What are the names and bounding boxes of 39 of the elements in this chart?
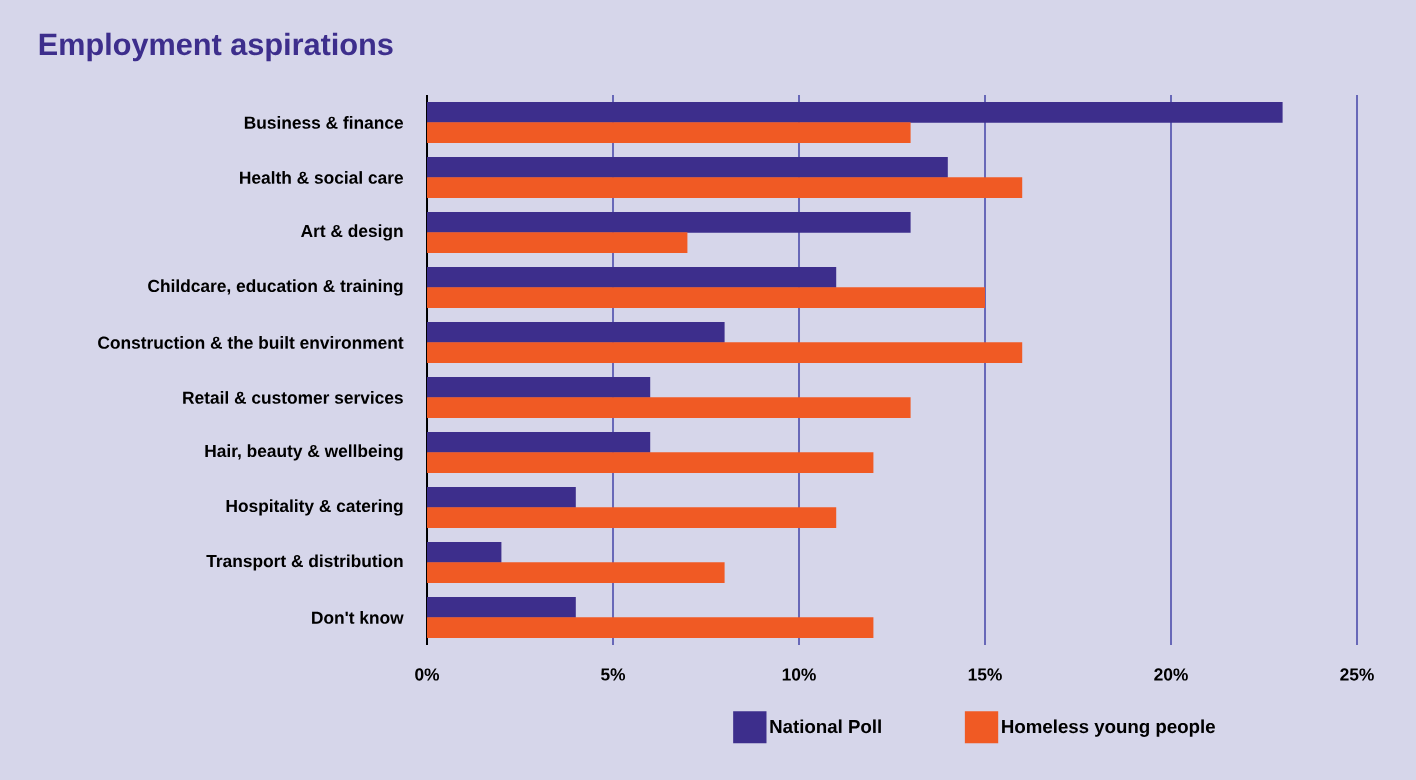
- bar: [427, 156, 948, 178]
- bar: [427, 452, 874, 474]
- y-tick-label: Transport & distribution: [206, 554, 403, 571]
- y-tick-label: Childcare, education & training: [148, 279, 403, 296]
- bar: [427, 342, 1023, 364]
- x-tick-label: 0%: [415, 668, 440, 681]
- bar: [427, 321, 725, 343]
- y-tick-label: Don't know: [312, 611, 404, 624]
- chart-title: Employment aspirations: [39, 32, 393, 62]
- bar: [427, 177, 1023, 199]
- y-tick-label: Hair, beauty & wellbeing: [205, 444, 403, 461]
- bar: [427, 541, 502, 563]
- bar: [427, 287, 986, 309]
- y-tick-label: Business & finance: [244, 116, 404, 129]
- bar: [427, 122, 911, 144]
- bar: [427, 211, 911, 233]
- y-tick-label: Health & social care: [240, 171, 404, 184]
- x-tick-label: 5%: [601, 668, 626, 681]
- y-tick-label: Hospitality & catering: [226, 499, 403, 516]
- bar: [427, 232, 688, 254]
- legend-label: Homeless young people: [1002, 719, 1215, 737]
- bar: [427, 507, 837, 529]
- y-tick-label: Construction & the built environment: [98, 336, 404, 349]
- x-tick-label: 20%: [1154, 668, 1188, 681]
- x-tick-label: 15%: [968, 668, 1002, 681]
- bar: [427, 596, 576, 618]
- legend-label: National Poll: [770, 719, 881, 734]
- y-tick-label: Retail & customer services: [183, 391, 403, 404]
- x-tick-label: 25%: [1340, 668, 1374, 681]
- bar: [427, 486, 576, 508]
- bar: [427, 101, 1283, 123]
- bar: [427, 397, 911, 419]
- bar: [427, 617, 874, 639]
- bar: [427, 266, 837, 288]
- bar: [427, 562, 725, 584]
- bar: [427, 376, 651, 398]
- y-tick-label: Art & design: [301, 224, 403, 241]
- bar: [427, 431, 651, 453]
- x-tick-label: 10%: [782, 668, 816, 681]
